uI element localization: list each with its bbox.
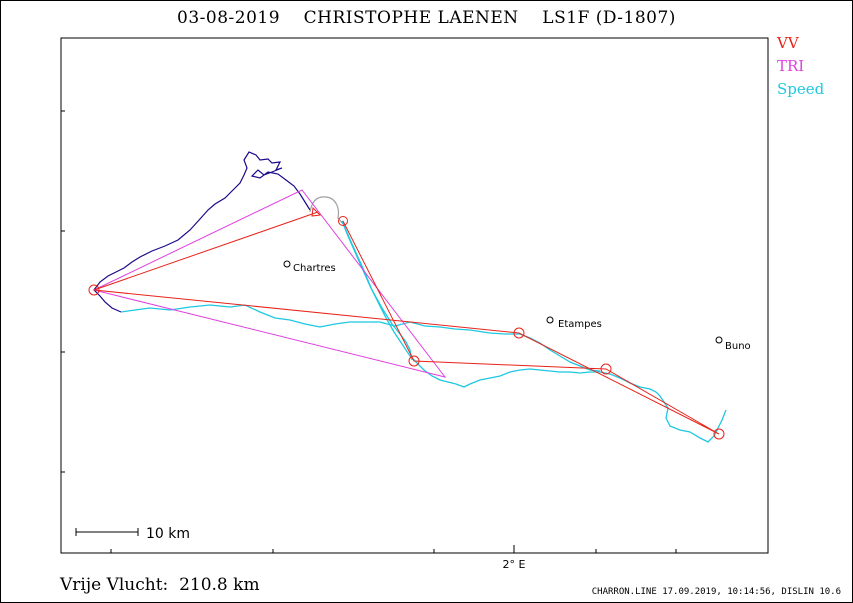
- town-marker: [546, 316, 554, 324]
- town-marker: [283, 260, 291, 268]
- town-buno: Buno: [715, 336, 751, 352]
- town-label: Chartres: [293, 263, 336, 274]
- speed-track-return: [341, 220, 413, 361]
- x-axis-label: 2° E: [503, 558, 526, 571]
- footer-info: CHARRON.LINE 17.09.2019, 10:14:56, DISLI…: [591, 587, 841, 597]
- town-etampes: Etampes: [546, 316, 602, 330]
- legend-tri: TRI: [777, 57, 805, 75]
- town-label: Etampes: [558, 319, 602, 330]
- free-flight-distance: Vrije Vlucht: 210.8 km: [60, 575, 260, 595]
- legend-vv: VV: [777, 34, 799, 52]
- vv-legs: [93, 211, 720, 435]
- glide-track: [309, 196, 346, 227]
- scale-bar: [75, 528, 139, 536]
- plot-area: [60, 37, 769, 554]
- turnpoints: [88, 216, 725, 440]
- y-ticks: [61, 110, 65, 473]
- town-marker: [715, 336, 723, 344]
- speed-track: [341, 220, 727, 443]
- flight-title: 03-08-2019 CHRISTOPHE LAENEN LS1F (D-180…: [177, 8, 676, 28]
- climb-track: [93, 151, 311, 313]
- vv-start-marker: [311, 206, 322, 217]
- town-label: Buno: [725, 341, 751, 352]
- tri-triangle: [92, 189, 447, 378]
- town-chartres: Chartres: [283, 260, 336, 274]
- legend-speed: Speed: [777, 80, 825, 98]
- x-ticks: [110, 545, 677, 553]
- scale-bar-label: 10 km: [146, 526, 190, 542]
